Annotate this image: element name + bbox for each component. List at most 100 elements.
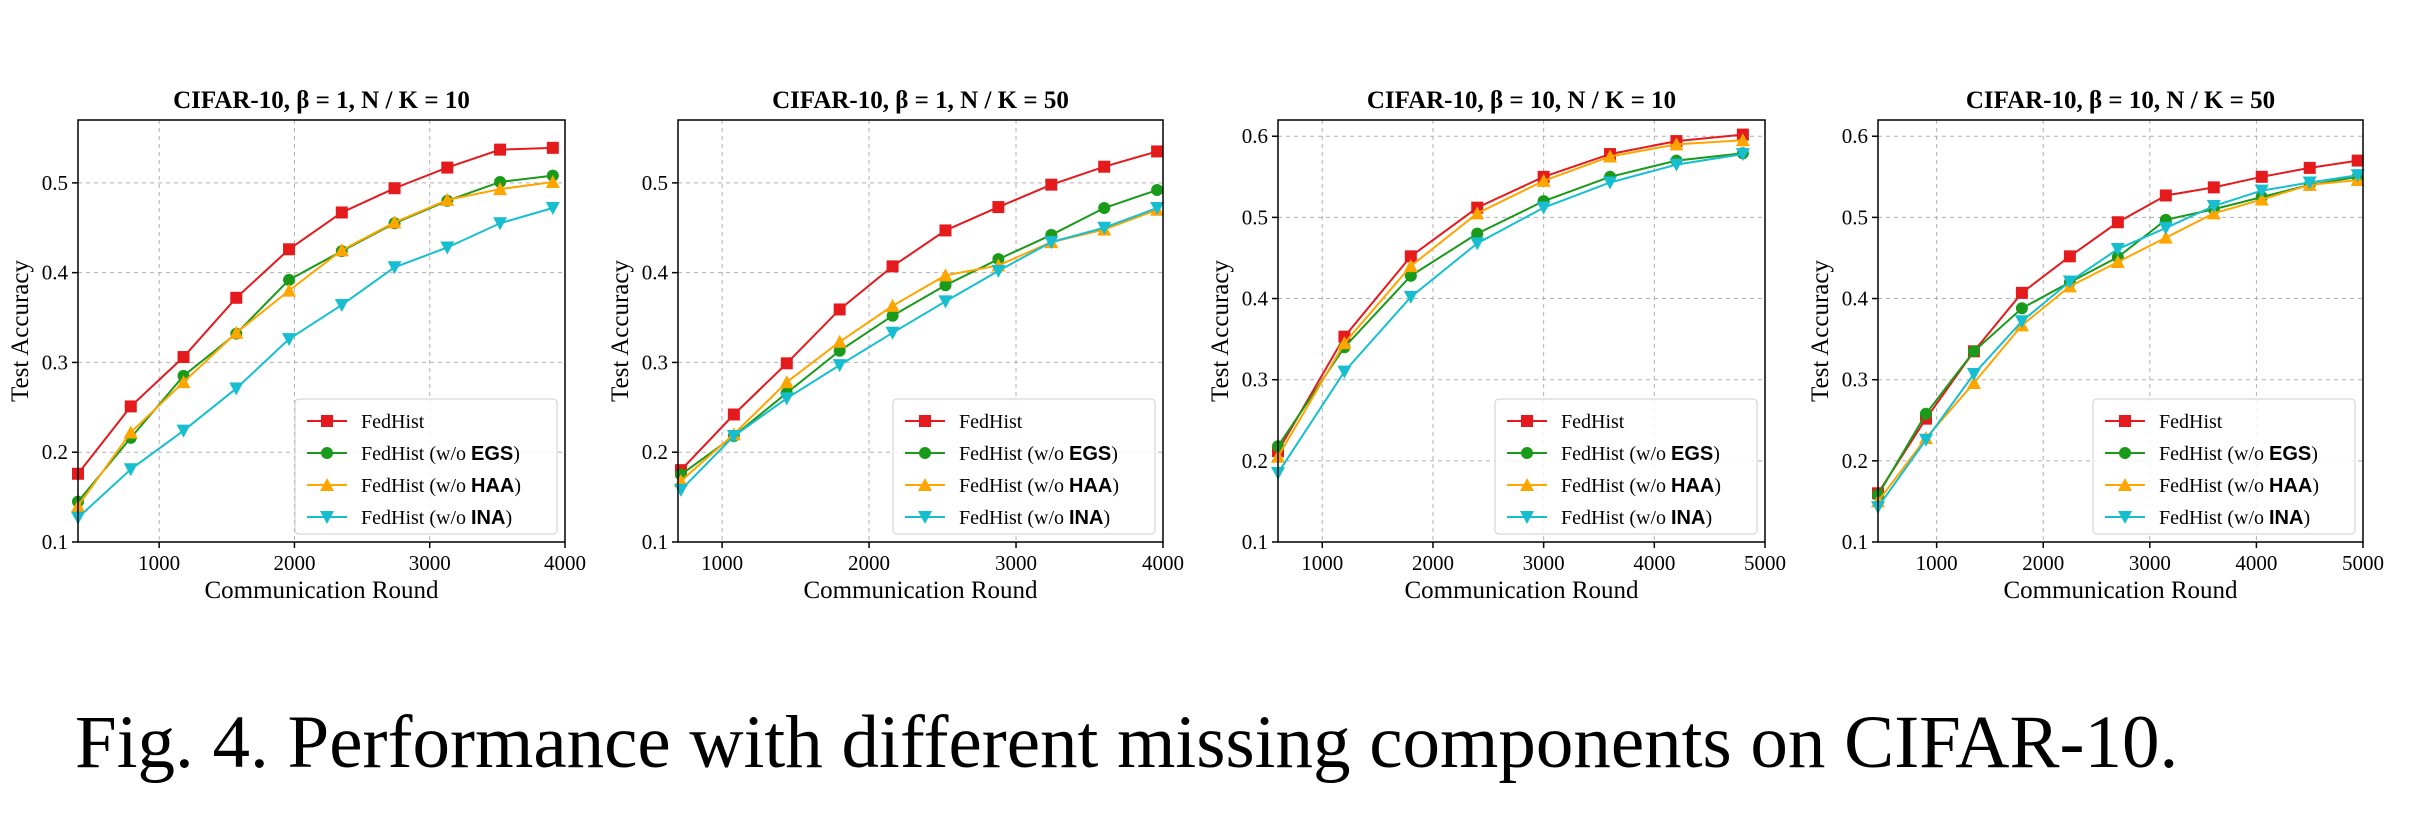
legend-marker (320, 511, 334, 524)
legend-entry: FedHist (w/o INA) (959, 507, 1110, 529)
y-tick-label: 0.3 (42, 350, 68, 374)
legend-entry-text: FedHist (2159, 411, 2223, 433)
data-point-fedhist (992, 201, 1005, 214)
chart-title: CIFAR-10, β = 10, N / K = 50 (1966, 87, 2275, 114)
data-point-fedhist (177, 351, 190, 364)
x-axis-label: Communication Round (1404, 577, 1639, 604)
legend-entry-suffix: ) (1111, 443, 1118, 465)
x-tick-label: 1000 (1916, 551, 1958, 575)
data-point-ina (1735, 148, 1750, 162)
data-point-fedhist (441, 161, 454, 174)
legend-marker (1521, 415, 1533, 427)
data-point-ina (1337, 365, 1352, 379)
y-tick-label: 0.2 (1242, 449, 1268, 473)
legend-marker (2118, 511, 2132, 524)
data-point-fedhist (2255, 170, 2268, 183)
data-point-ina (673, 483, 688, 497)
x-tick-label: 2000 (1412, 551, 1454, 575)
chart-panel-4: 0.1 0.2 0.3 0.4 0.5 0.6 1000 2000 3000 4000 5000 CI… (1807, 87, 2384, 604)
data-point-fedhist (335, 206, 348, 219)
legend-marker (320, 478, 334, 491)
data-point-egs (939, 279, 952, 292)
data-point-ina (2254, 184, 2269, 198)
y-tick-label: 0.4 (1842, 287, 1869, 311)
x-tick-label: 2000 (273, 551, 315, 575)
data-point-ina (1150, 201, 1165, 215)
data-point-egs (1098, 201, 1111, 214)
x-tick-label: 2000 (848, 551, 890, 575)
legend-marker (919, 447, 931, 459)
x-tick-label: 3000 (409, 551, 451, 575)
data-point-fedhist (2303, 161, 2316, 174)
data-point-fedhist (1404, 250, 1417, 263)
x-tick-label: 4000 (1142, 551, 1184, 575)
data-point-ina (1918, 433, 1933, 447)
data-point-ina (1603, 176, 1618, 190)
legend-entry-bold: EGS (1069, 443, 1111, 465)
data-point-fedhist (2207, 181, 2220, 194)
data-point-ina (2158, 221, 2173, 235)
plot-frame (1877, 119, 2364, 543)
series-line-fedhist (1277, 133, 1743, 452)
data-point-fedhist (124, 400, 137, 413)
legend-marker (1520, 511, 1534, 524)
data-point-ina (2014, 315, 2029, 329)
y-tick-label: 0.2 (642, 440, 668, 464)
data-point-haa (334, 243, 349, 257)
legend-entry-bold: HAA (1671, 475, 1714, 497)
data-point-fedhist (833, 303, 846, 316)
data-point-ina (2302, 176, 2317, 190)
data-point-egs (494, 175, 507, 188)
legend-entry-bold: INA (2269, 507, 2303, 529)
figure: 0.1 0.2 0.3 0.4 0.5 1000 2000 3000 4000 CIFAR-10,… (7, 87, 2384, 604)
y-tick-label: 0.1 (1242, 530, 1268, 554)
legend-entry-text: FedHist (w/o (1561, 507, 1671, 529)
y-tick-label: 0.2 (42, 440, 68, 464)
data-point-ina (2206, 200, 2221, 214)
y-tick-label: 0.3 (642, 350, 668, 374)
series-line-ina (77, 207, 554, 519)
x-tick-label: 5000 (1744, 551, 1786, 575)
data-point-egs (886, 309, 899, 322)
y-tick-label: 0.4 (1242, 287, 1269, 311)
data-point-ina (938, 295, 953, 309)
data-point-haa (779, 375, 794, 389)
legend-entry-text: FedHist (w/o (361, 443, 471, 465)
data-point-haa (282, 283, 297, 297)
data-point-ina (2062, 275, 2077, 289)
data-point-ina (1097, 221, 1112, 235)
x-tick-label: 4000 (1633, 551, 1675, 575)
data-point-ina (1536, 201, 1551, 215)
legend-entry-text: FedHist (w/o (2159, 443, 2269, 465)
data-point-fedhist (2159, 189, 2172, 202)
data-point-ina (832, 359, 847, 373)
plot-frame (1277, 119, 1766, 543)
legend-marker (321, 415, 333, 427)
legend-entry-suffix: ) (2311, 443, 2318, 465)
legend-entry-bold: HAA (2269, 475, 2312, 497)
legend-entry: FedHist (w/o HAA) (361, 475, 521, 497)
legend-entry-suffix: ) (2312, 475, 2319, 497)
legend-marker (1520, 478, 1534, 491)
data-point-ina (493, 217, 508, 231)
data-point-egs (2015, 302, 2028, 315)
legend-entry-bold: HAA (471, 475, 514, 497)
series-line-haa (1277, 139, 1743, 458)
y-axis-label: Test Accuracy (1807, 260, 1834, 402)
legend-box (1494, 398, 1758, 535)
y-tick-label: 0.6 (1842, 124, 1868, 148)
y-tick-label: 0.1 (42, 530, 68, 554)
series-line-haa (77, 180, 553, 507)
data-point-haa (1403, 259, 1418, 273)
legend-entry-bold: INA (1671, 507, 1705, 529)
series-line-egs (680, 189, 1158, 476)
data-point-ina (991, 264, 1006, 278)
data-point-ina (2110, 243, 2125, 257)
data-point-ina (1669, 158, 1684, 172)
plot-frame (77, 119, 566, 543)
data-point-haa (1966, 375, 1981, 389)
data-point-haa (493, 182, 508, 196)
legend-entry-bold: INA (1069, 507, 1103, 529)
legend-entry-text: FedHist (w/o (1561, 443, 1671, 465)
